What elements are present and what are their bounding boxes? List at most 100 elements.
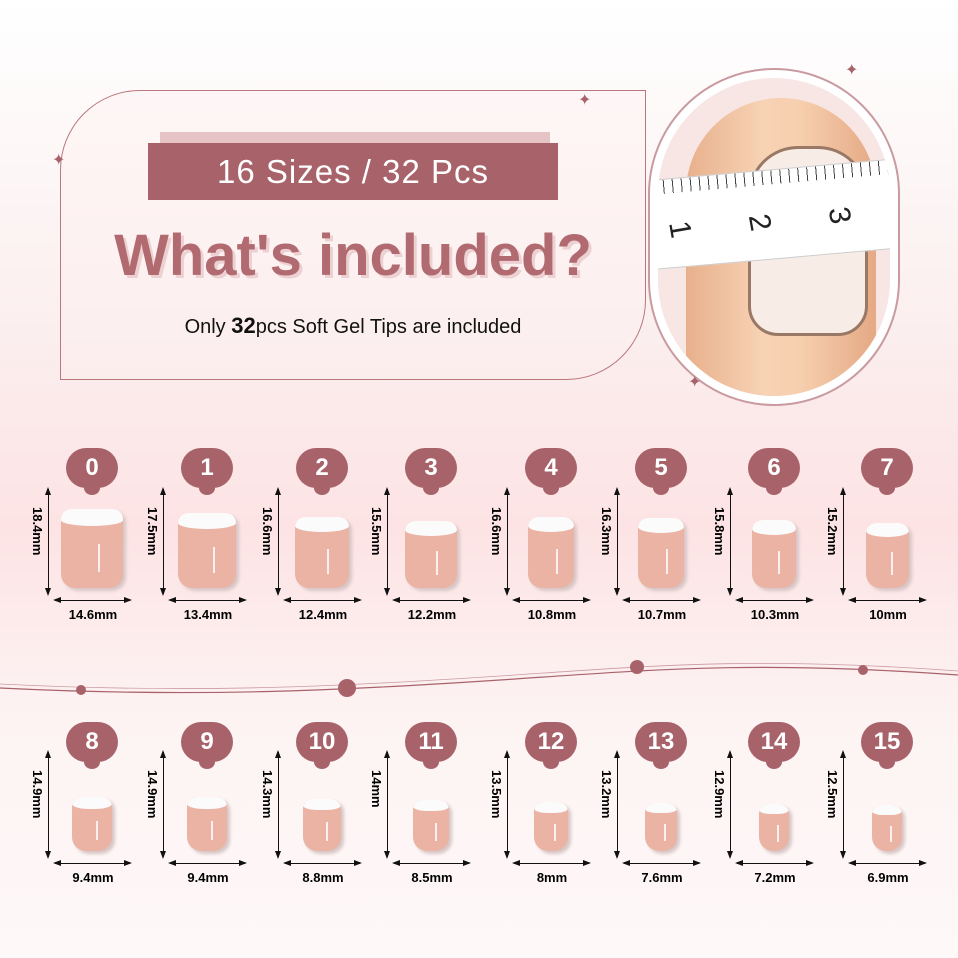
length-label: 14.3mm xyxy=(260,770,275,819)
size-badge: 8 xyxy=(66,722,118,769)
size-badge: 3 xyxy=(405,448,457,495)
width-arrow xyxy=(848,860,927,866)
width-label: 10mm xyxy=(869,607,907,622)
length-label: 12.9mm xyxy=(712,770,727,819)
length-label: 14.9mm xyxy=(145,770,160,819)
length-arrow xyxy=(160,487,166,596)
width-arrow xyxy=(622,860,701,866)
french-tip xyxy=(758,803,790,815)
length-arrow xyxy=(275,487,281,596)
width-label: 14.6mm xyxy=(68,607,118,622)
length-arrow xyxy=(384,487,390,596)
size-badge: 0 xyxy=(66,448,118,495)
width-label: 12.4mm xyxy=(298,607,348,622)
length-arrow xyxy=(275,750,281,859)
sparkle-icon: ✦ xyxy=(845,62,859,79)
sparkle-icon: ✦ xyxy=(688,374,702,391)
width-arrow xyxy=(392,597,471,603)
shine xyxy=(436,551,439,575)
shine xyxy=(777,825,780,842)
wave-dot xyxy=(630,660,644,674)
width-label: 8.8mm xyxy=(302,870,344,885)
length-label: 13.5mm xyxy=(489,770,504,819)
width-arrow xyxy=(283,860,362,866)
nail-tip xyxy=(412,799,450,851)
shine xyxy=(555,548,558,574)
nail-tip xyxy=(60,508,124,588)
nail-tip xyxy=(303,798,341,851)
nail-tip xyxy=(533,801,569,851)
length-arrow xyxy=(727,487,733,596)
size-badge: 14 xyxy=(748,722,800,769)
width-label: 10.8mm xyxy=(527,607,577,622)
shine xyxy=(327,548,330,574)
size-badge: 7 xyxy=(861,448,913,495)
sparkle-icon: ✦ xyxy=(578,92,592,109)
wave-divider xyxy=(0,660,958,697)
length-arrow xyxy=(45,487,51,596)
shine xyxy=(889,825,892,842)
width-label: 9.4mm xyxy=(72,870,114,885)
subtitle: Only 32pcs Soft Gel Tips are included xyxy=(60,313,646,339)
shine xyxy=(434,822,437,841)
french-tip xyxy=(71,796,113,809)
length-label: 14.9mm xyxy=(30,770,45,819)
shine xyxy=(778,550,781,575)
length-label: 16.6mm xyxy=(260,507,275,556)
french-tip xyxy=(404,521,458,536)
width-label: 12.2mm xyxy=(407,607,457,622)
length-arrow xyxy=(160,750,166,859)
length-arrow xyxy=(614,750,620,859)
french-tip xyxy=(186,796,228,809)
length-arrow xyxy=(840,487,846,596)
width-arrow xyxy=(283,597,362,603)
width-arrow xyxy=(848,597,927,603)
shine xyxy=(665,549,668,574)
size-badge: 10 xyxy=(296,722,348,769)
shine xyxy=(96,821,99,841)
width-label: 10.7mm xyxy=(637,607,687,622)
length-label: 15.5mm xyxy=(369,507,384,556)
subtitle-post: pcs Soft Gel Tips are included xyxy=(255,316,522,338)
french-tip xyxy=(533,801,569,813)
nail-tip xyxy=(758,803,790,851)
nail-tip xyxy=(178,512,236,588)
length-arrow xyxy=(727,750,733,859)
french-tip xyxy=(178,512,236,530)
width-arrow xyxy=(168,597,247,603)
french-tip xyxy=(527,516,575,533)
shine xyxy=(664,824,667,842)
length-arrow xyxy=(45,750,51,859)
width-arrow xyxy=(735,860,814,866)
length-label: 18.4mm xyxy=(30,507,45,556)
width-label: 9.4mm xyxy=(187,870,229,885)
subtitle-count: 32 xyxy=(231,313,256,338)
length-label: 16.3mm xyxy=(599,507,614,556)
width-arrow xyxy=(512,597,591,603)
sparkle-icon: ✦ xyxy=(52,152,66,169)
page-title: What's included? xyxy=(114,223,592,288)
finger-measure-image: 1 2 3 xyxy=(648,68,900,406)
size-badge: 4 xyxy=(525,448,577,495)
size-badge: 13 xyxy=(635,722,687,769)
nail-tip xyxy=(404,521,458,588)
length-label: 15.8mm xyxy=(712,507,727,556)
size-badge: 12 xyxy=(525,722,577,769)
nail-tip xyxy=(295,516,349,588)
nail-tip xyxy=(637,517,684,588)
length-label: 15.2mm xyxy=(825,507,840,556)
width-label: 8.5mm xyxy=(411,870,453,885)
length-label: 13.2mm xyxy=(599,770,614,819)
width-label: 7.6mm xyxy=(641,870,683,885)
width-label: 10.3mm xyxy=(750,607,800,622)
length-arrow xyxy=(614,487,620,596)
length-label: 12.5mm xyxy=(825,770,840,819)
shine xyxy=(891,552,894,575)
width-arrow xyxy=(168,860,247,866)
shine xyxy=(554,823,557,842)
width-arrow xyxy=(735,597,814,603)
width-arrow xyxy=(512,860,591,866)
size-badge: 9 xyxy=(181,722,233,769)
french-tip xyxy=(644,802,678,814)
subtitle-pre: Only xyxy=(184,316,232,338)
